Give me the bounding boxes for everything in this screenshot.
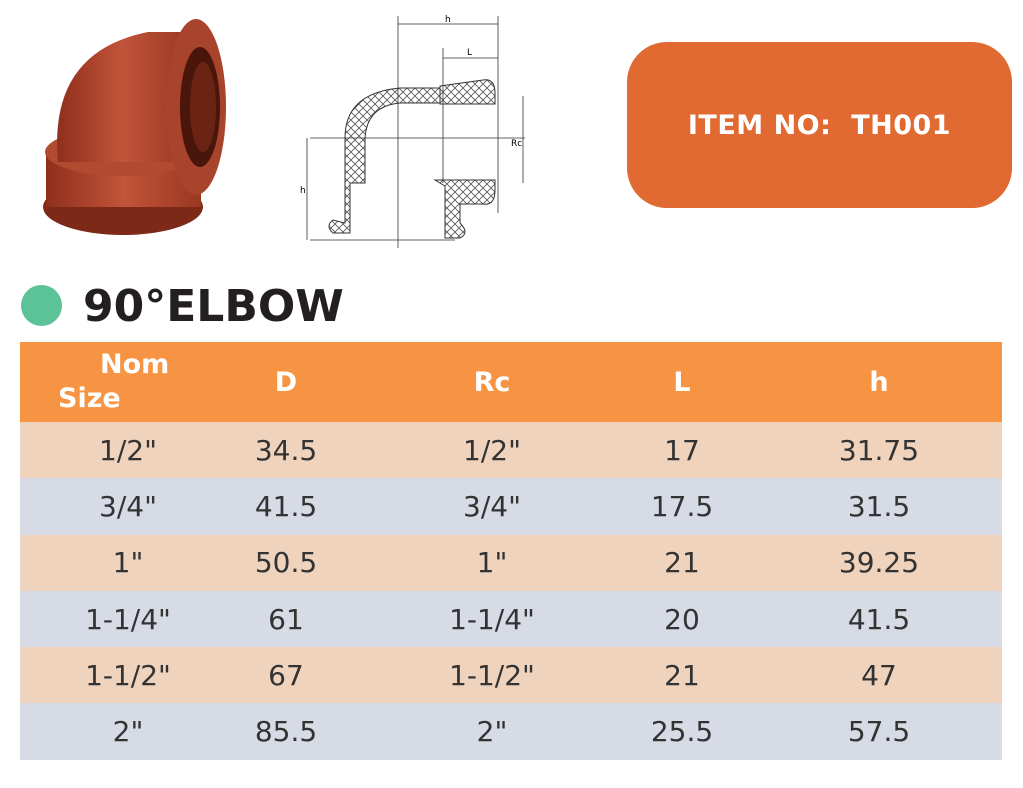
- cell-d: 34.5: [254, 433, 318, 467]
- table-row: 2" 85.5 2" 25.5 57.5: [20, 703, 1002, 760]
- table-row: 1" 50.5 1" 21 39.25: [20, 534, 1002, 591]
- cell-h: 47: [861, 658, 897, 692]
- table-row: 1-1/4" 61 1-1/4" 20 41.5: [20, 590, 1002, 648]
- item-number-label: ITEM NO: TH001: [687, 109, 952, 141]
- cell-rc: 1-1/4": [449, 602, 535, 636]
- cell-nom-size: 2": [112, 715, 144, 749]
- dim-label-Rc: Rc: [511, 139, 522, 149]
- cell-rc: 2": [476, 715, 508, 749]
- header-nom: Nom: [100, 349, 170, 380]
- product-photo-elbow: [43, 19, 226, 235]
- cell-l: 21: [664, 546, 700, 580]
- table-row: 3/4" 41.5 3/4" 17.5 31.5: [20, 478, 1002, 535]
- cell-h: 39.25: [838, 546, 920, 580]
- cell-nom-size: 1-1/2": [85, 658, 171, 692]
- cell-rc: 1/2": [463, 433, 521, 467]
- product-title: 90°ELBOW: [83, 281, 344, 332]
- cell-d: 41.5: [254, 489, 318, 523]
- cell-rc: 1": [476, 546, 508, 580]
- cell-d: 50.5: [254, 546, 318, 580]
- dim-label-h-side: h: [300, 186, 306, 196]
- table-row: 1-1/2" 67 1-1/2" 21 47: [20, 647, 1002, 704]
- cell-d: 61: [268, 602, 304, 636]
- header-l: L: [673, 366, 691, 398]
- cell-d: 85.5: [254, 715, 318, 749]
- cell-nom-size: 1/2": [99, 433, 157, 467]
- table-header-row: Nom Size D Rc L h: [20, 342, 1002, 422]
- cell-h: 31.75: [838, 433, 920, 467]
- dim-label-L: L: [467, 48, 472, 58]
- cell-rc: 3/4": [463, 489, 521, 523]
- technical-drawing: h L h Rc: [300, 15, 525, 248]
- dim-label-h-top: h: [445, 15, 451, 25]
- cell-h: 57.5: [847, 715, 911, 749]
- spec-table: Nom Size D Rc L h 1/2" 34.5 1/2" 17 31.75 3/4…: [20, 342, 1002, 760]
- cell-nom-size: 3/4": [99, 489, 157, 523]
- cell-nom-size: 1-1/4": [85, 602, 171, 636]
- table-row: 1/2" 34.5 1/2" 17 31.75: [20, 422, 1002, 479]
- cell-l: 17.5: [650, 489, 714, 523]
- cell-h: 31.5: [847, 489, 911, 523]
- header-h: h: [869, 366, 889, 398]
- cell-rc: 1-1/2": [449, 658, 535, 692]
- item-number-badge: ITEM NO: TH001: [627, 42, 1012, 208]
- cell-l: 20: [664, 602, 700, 636]
- header-size: Size: [58, 383, 121, 414]
- cell-l: 17: [664, 433, 700, 467]
- cell-h: 41.5: [847, 602, 911, 636]
- header-d: D: [274, 366, 298, 398]
- bullet-dot-icon: [21, 285, 62, 326]
- header-rc: Rc: [473, 366, 511, 398]
- cell-l: 25.5: [650, 715, 714, 749]
- cell-l: 21: [664, 658, 700, 692]
- cell-nom-size: 1": [112, 546, 144, 580]
- cell-d: 67: [268, 658, 304, 692]
